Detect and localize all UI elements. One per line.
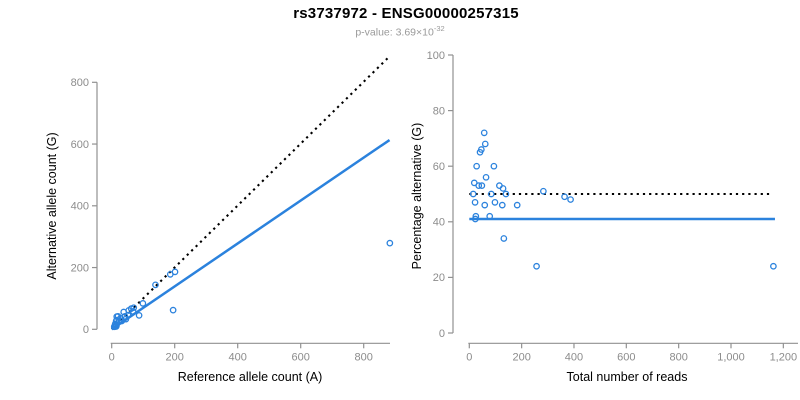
left-x-tick-label: 400 <box>229 351 247 363</box>
right-y-tick-label: 40 <box>433 217 445 229</box>
right-x-tick-label: 600 <box>617 351 635 363</box>
left-data-point <box>112 323 120 330</box>
right-data-point <box>540 187 547 195</box>
pvalue-label: p-value: 3.69×10 <box>355 26 434 39</box>
right-data-point <box>487 190 495 198</box>
right-data-point <box>469 190 477 198</box>
left-identity-line <box>110 56 390 331</box>
left-data-point <box>169 306 177 314</box>
right-data-point <box>490 162 498 170</box>
left-regression-line <box>110 139 391 331</box>
pvalue-exponent: -32 <box>433 24 445 33</box>
right-data-point <box>499 185 507 192</box>
right-data-point <box>478 182 486 190</box>
right-data-point <box>482 173 490 181</box>
right-data-point <box>476 148 484 156</box>
right-x-tick-label: 0 <box>466 351 472 363</box>
right-data-point <box>480 129 488 137</box>
right-data-point <box>481 140 489 148</box>
right-x-tick-label: 1,000 <box>717 351 745 363</box>
left-x-tick-label: 0 <box>109 351 115 363</box>
left-y-tick-label: 200 <box>71 262 89 274</box>
right-x-tick-label: 200 <box>512 351 530 363</box>
left-data-point <box>171 268 179 276</box>
left-x-tick-label: 200 <box>166 351 184 363</box>
left-data-point <box>152 281 159 289</box>
right-y-tick-label: 80 <box>433 105 445 117</box>
left-data-point <box>135 312 143 319</box>
right-data-point <box>486 212 494 220</box>
left-data-point <box>386 239 394 247</box>
right-data-point <box>471 198 479 206</box>
right-data-point <box>472 212 480 220</box>
right-data-point <box>513 201 521 209</box>
left-x-tick-label: 800 <box>355 351 373 363</box>
right-y-tick-label: 100 <box>427 50 445 62</box>
right-data-point <box>481 201 489 209</box>
right-data-point <box>471 215 479 223</box>
right-y-tick-label: 60 <box>433 161 445 173</box>
right-data-point <box>770 262 777 270</box>
left-data-point <box>139 300 147 307</box>
right-data-point <box>502 190 510 198</box>
right-x-tick-label: 1,200 <box>770 351 798 363</box>
left-x-tick-label: 600 <box>292 351 310 363</box>
left-y-tick-label: 0 <box>83 324 89 336</box>
right-x-tick-label: 800 <box>669 351 687 363</box>
right-x-tick-label: 400 <box>565 351 583 363</box>
right-data-point <box>475 182 483 190</box>
left-x-axis-title: Reference allele count (A) <box>178 370 323 384</box>
left-y-tick-label: 800 <box>71 77 89 89</box>
right-y-tick-label: 20 <box>433 272 445 284</box>
left-y-axis-title: Alternative allele count (G) <box>45 132 59 279</box>
right-x-axis-title: Total number of reads <box>567 370 688 384</box>
right-data-point <box>561 193 568 201</box>
right-data-point <box>491 198 499 206</box>
left-data-point <box>122 315 130 323</box>
right-data-point <box>473 162 480 170</box>
figure-title: rs3737972 - ENSG00000257315 <box>293 5 519 22</box>
right-y-tick-label: 0 <box>439 328 445 340</box>
right-data-point <box>500 235 508 242</box>
left-data-point <box>130 304 138 312</box>
right-data-point <box>533 262 540 270</box>
right-y-axis-title: Percentage alternative (G) <box>410 123 424 270</box>
left-y-tick-label: 600 <box>71 139 89 151</box>
figure-subtitle: p-value: 3.69×10-32 <box>0 24 800 39</box>
right-data-point <box>567 196 574 203</box>
left-y-tick-label: 400 <box>71 201 89 213</box>
right-data-point <box>498 201 506 209</box>
left-data-point <box>129 308 137 315</box>
